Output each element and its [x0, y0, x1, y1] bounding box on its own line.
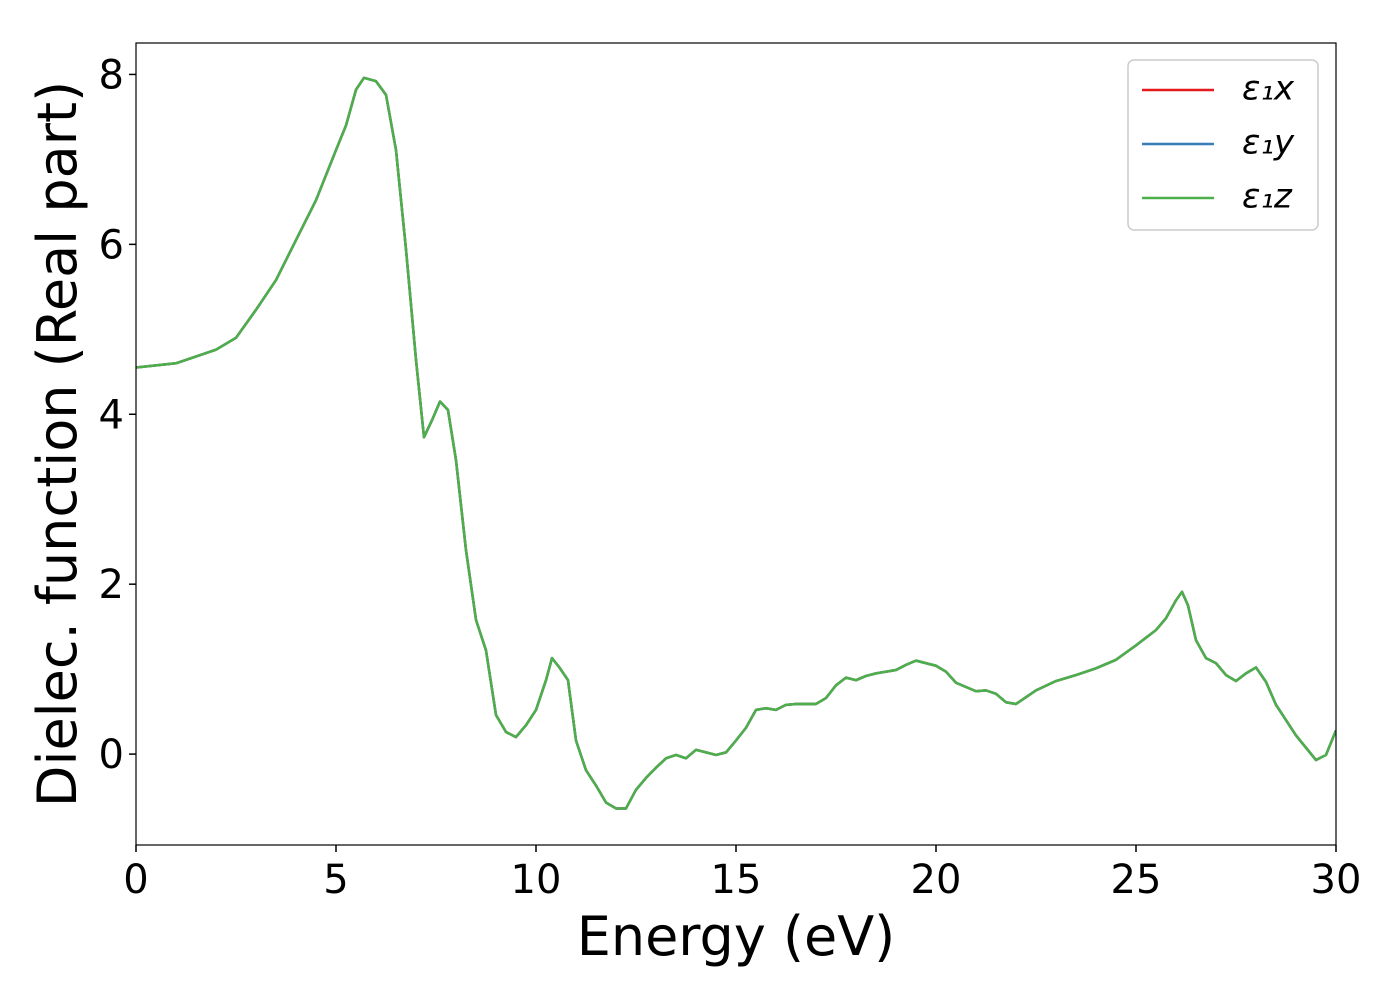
- y-axis-label: Dielec. function (Real part): [26, 81, 89, 807]
- legend-label: ε₁x: [1242, 69, 1295, 109]
- y-tick-label: 0: [99, 732, 124, 778]
- x-tick-label: 15: [711, 857, 762, 903]
- x-tick-label: 10: [511, 857, 562, 903]
- x-tick-label: 25: [1111, 857, 1162, 903]
- legend-label: ε₁z: [1242, 177, 1293, 217]
- x-tick-label: 5: [323, 857, 348, 903]
- plot-frame: [135, 42, 1337, 846]
- x-tick-label: 0: [123, 857, 148, 903]
- y-tick-label: 8: [99, 52, 124, 98]
- legend-box: [1127, 59, 1319, 231]
- x-axis-label: Energy (eV): [577, 905, 896, 968]
- y-tick-label: 4: [99, 392, 124, 438]
- y-tick-label: 2: [99, 562, 124, 608]
- x-tick-label: 30: [1311, 857, 1362, 903]
- series-line: [136, 76, 1336, 810]
- x-tick-label: 20: [911, 857, 962, 903]
- y-tick-label: 6: [99, 222, 124, 268]
- legend-label: ε₁y: [1242, 123, 1295, 163]
